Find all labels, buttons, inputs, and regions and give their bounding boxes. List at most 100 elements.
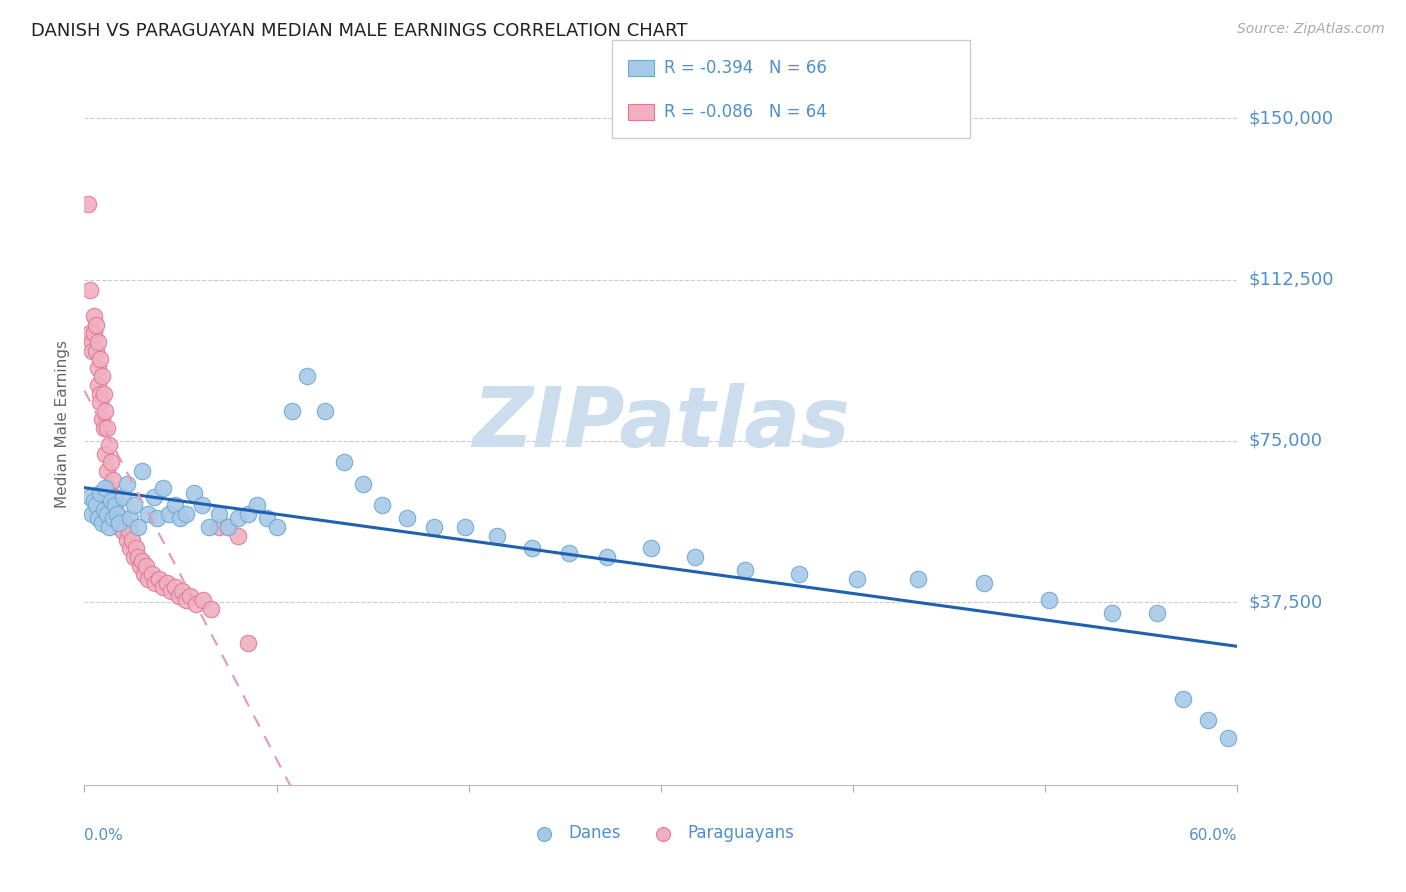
Point [845, 572, 868, 586]
Point [142, 490, 165, 504]
Point [120, 541, 142, 556]
Point [160, 584, 183, 599]
Text: Source: ZipAtlas.com: Source: ZipAtlas.com [1237, 22, 1385, 37]
Point [1173, 692, 1195, 706]
Text: ZIPatlas: ZIPatlas [472, 384, 849, 464]
Point [218, 520, 240, 534]
Point [89, 395, 111, 409]
Point [907, 572, 929, 586]
Point [218, 520, 240, 534]
Point [87, 360, 110, 375]
Point [108, 520, 131, 534]
Text: $150,000: $150,000 [1249, 110, 1333, 128]
Point [83, 326, 105, 341]
Point [96, 464, 118, 478]
Point [148, 572, 170, 586]
Point [152, 580, 174, 594]
Point [640, 541, 662, 556]
Point [125, 541, 148, 556]
Point [787, 567, 810, 582]
Point [184, 598, 207, 612]
Point [200, 601, 222, 615]
Point [198, 520, 221, 534]
Point [79, 284, 101, 298]
Point [167, 589, 190, 603]
Point [314, 404, 336, 418]
Point [333, 455, 356, 469]
Point [90, 412, 112, 426]
Point [226, 528, 249, 542]
Point [124, 499, 146, 513]
Point [100, 455, 122, 469]
Text: $37,500: $37,500 [1249, 593, 1323, 611]
Point [94, 481, 117, 495]
Text: R = -0.394   N = 66: R = -0.394 N = 66 [664, 59, 827, 77]
Point [297, 369, 319, 384]
Point [115, 476, 138, 491]
Text: R = -0.086   N = 64: R = -0.086 N = 64 [664, 103, 827, 120]
Text: $75,000: $75,000 [1249, 432, 1323, 450]
Point [79, 326, 101, 341]
Legend: Danes, Paraguayans: Danes, Paraguayans [520, 818, 801, 849]
Point [96, 421, 118, 435]
Point [1146, 606, 1168, 620]
Point [423, 520, 446, 534]
Point [281, 404, 304, 418]
Point [396, 511, 419, 525]
Point [136, 507, 159, 521]
Point [132, 567, 155, 582]
Point [157, 507, 180, 521]
Point [236, 636, 259, 650]
Point [1198, 714, 1220, 728]
Point [136, 572, 159, 586]
Point [114, 516, 136, 530]
Point [190, 499, 212, 513]
Point [77, 197, 100, 211]
Point [226, 511, 249, 525]
Point [84, 318, 107, 332]
Point [84, 343, 107, 358]
Point [98, 481, 121, 495]
Point [90, 369, 112, 384]
Point [111, 524, 134, 539]
Point [152, 481, 174, 495]
Point [520, 541, 543, 556]
Point [352, 476, 374, 491]
Point [87, 378, 110, 392]
Point [156, 575, 179, 590]
Point [89, 485, 111, 500]
Point [163, 580, 186, 594]
Text: DANISH VS PARAGUAYAN MEDIAN MALE EARNINGS CORRELATION CHART: DANISH VS PARAGUAYAN MEDIAN MALE EARNING… [31, 22, 688, 40]
Point [93, 386, 115, 401]
Point [557, 546, 579, 560]
Point [256, 511, 278, 525]
Text: 0.0%: 0.0% [84, 829, 124, 843]
Point [96, 507, 118, 521]
Point [80, 343, 103, 358]
Point [124, 549, 146, 564]
Point [127, 520, 149, 534]
Point [89, 352, 111, 367]
Point [183, 485, 205, 500]
Point [169, 511, 191, 525]
Point [131, 554, 153, 568]
Point [127, 549, 149, 564]
Point [454, 520, 477, 534]
Point [94, 404, 117, 418]
Point [103, 473, 124, 487]
Text: $112,500: $112,500 [1249, 270, 1334, 289]
Point [1216, 731, 1239, 745]
Point [80, 334, 103, 349]
Point [141, 567, 163, 582]
Point [486, 528, 509, 542]
Point [246, 499, 269, 513]
Point [83, 494, 105, 508]
Y-axis label: Median Male Earnings: Median Male Earnings [55, 340, 70, 508]
Point [94, 447, 117, 461]
Point [193, 593, 215, 607]
Point [163, 499, 186, 513]
Point [104, 490, 127, 504]
Point [105, 507, 128, 521]
Point [371, 499, 394, 513]
Point [100, 494, 122, 508]
